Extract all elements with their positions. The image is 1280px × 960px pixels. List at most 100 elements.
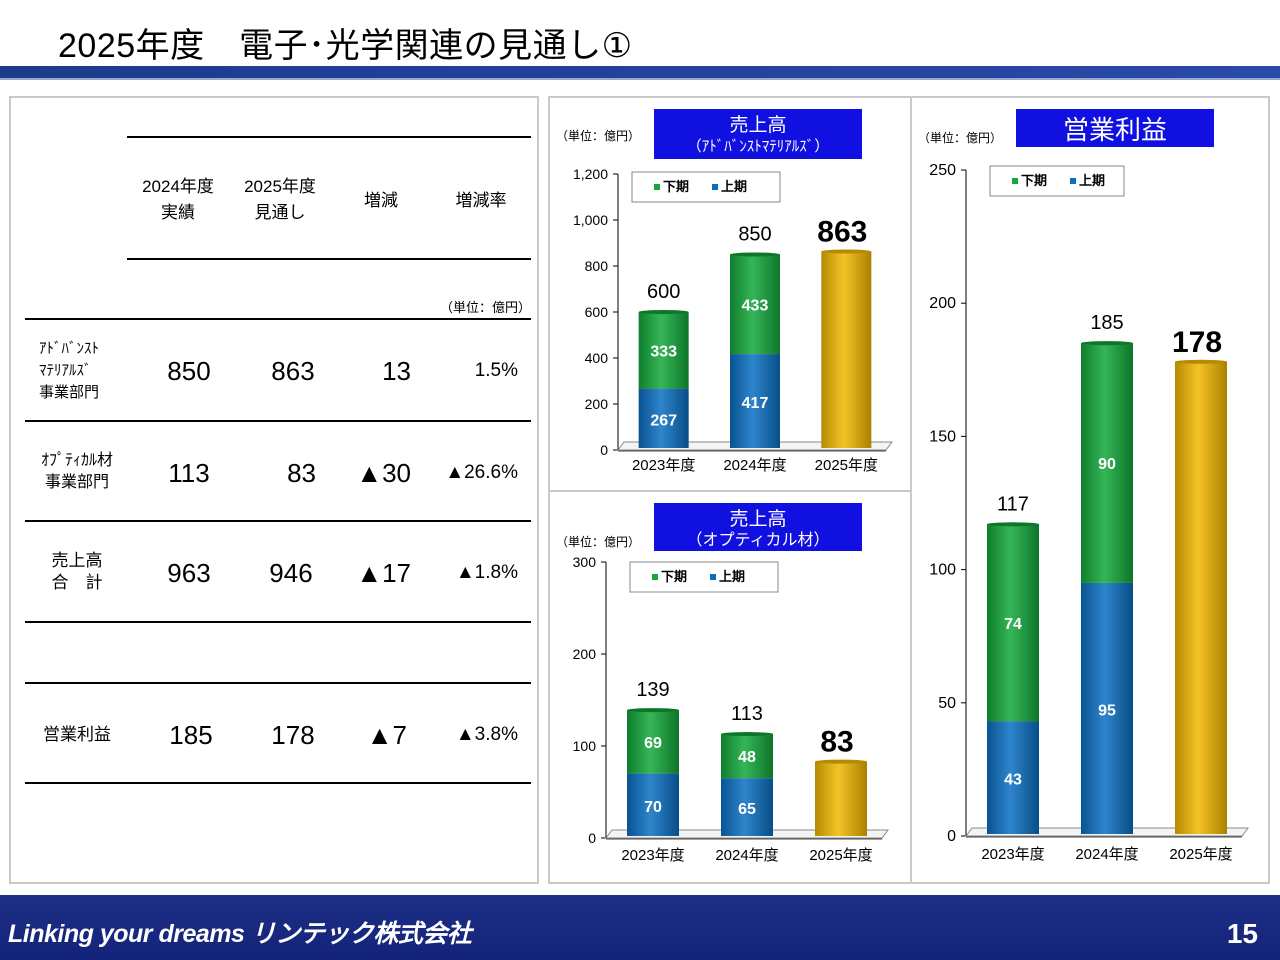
chart-optical-sales: 売上高（オプティカル材） （単位：億円） 0 100 200 300 下期 上期 2023年度 7…: [556, 503, 889, 864]
legend-swatch-lower: [710, 574, 716, 580]
y-tick-label: 0: [600, 442, 608, 458]
data-label-upper: 433: [742, 297, 769, 314]
x-tick-label: 2024年度: [715, 847, 778, 864]
data-label-lower: 43: [1004, 772, 1022, 789]
data-label-total: 117: [997, 493, 1029, 515]
row-op-income-diff: ▲7: [366, 720, 407, 750]
y-tick-label: 300: [573, 554, 597, 570]
y-tick-label: 250: [929, 162, 956, 179]
x-tick-label: 2024年度: [723, 457, 786, 474]
bar-top-cap: [1081, 341, 1133, 346]
title-bar-underline: [0, 78, 1280, 80]
y-tick-label: 1,200: [573, 166, 608, 182]
bar-lower: [987, 721, 1039, 834]
data-label-lower: 65: [738, 801, 756, 818]
bar-top-cap: [638, 310, 689, 314]
y-tick-label: 0: [947, 828, 956, 845]
legend-label-upper: 下期: [661, 569, 687, 584]
x-tick-label: 2023年度: [632, 457, 695, 474]
summary-table: 2024年度 実績 2025年度 見通し 増減 増減率 （単位：億円） ｱﾄﾞﾊ…: [11, 98, 537, 882]
data-label-upper: 74: [1004, 616, 1022, 633]
page-number: 15: [1226, 918, 1258, 949]
row-optical-2024: 113: [168, 458, 210, 488]
legend-swatch-upper: [652, 574, 658, 580]
col-header-2025-line2: 見通し: [254, 203, 306, 222]
chart-title-box: [1016, 109, 1214, 147]
chart-operating-income: 営業利益 （単位：億円） 0 50 100 150 200 250 下期 上期 2023年度 43 74…: [918, 109, 1249, 863]
bar-upper: [638, 312, 689, 389]
row-optical-rate: ▲26.6%: [445, 462, 518, 483]
bar-upper: [730, 254, 780, 355]
y-tick-label: 200: [573, 646, 597, 662]
bar-top-cap: [1175, 359, 1227, 364]
col-header-2024: 2024年度 実績: [127, 174, 229, 226]
row-sales-total-rate: ▲1.8%: [455, 562, 518, 583]
y-tick-label: 100: [573, 738, 597, 754]
chart-title: 営業利益: [1063, 115, 1167, 145]
x-tick-label: 2024年度: [1075, 846, 1138, 863]
chart-subtitle: （オプティカル材）: [686, 531, 829, 549]
col-header-diff: 増減: [364, 191, 398, 210]
data-label-forecast: 863: [817, 216, 867, 249]
row-advanced-2024: 850: [167, 356, 211, 386]
row-rule-4: [25, 621, 531, 623]
y-tick-label: 400: [585, 350, 609, 366]
legend-swatch-lower: [1070, 178, 1076, 184]
row-op-income-2025: 178: [271, 720, 315, 750]
bar-upper: [627, 710, 679, 774]
footer-slogan: Linking your dreams リンテック株式会社: [8, 920, 472, 948]
row-label-optical: ｵﾌﾟﾃｨｶﾙ材 事業部門: [25, 450, 129, 494]
bar-lower: [721, 778, 773, 836]
col-header-rate: 増減率: [455, 191, 507, 210]
row-label-sales-total: 売上高 合 計: [25, 550, 129, 594]
table-header-rule: [127, 258, 531, 260]
chart-advanced-sales: 売上高 （ｱﾄﾞﾊﾞﾝｽﾄﾏﾃﾘｱﾙｽﾞ） （単位：億円） 0 200 400 600 800…: [556, 109, 893, 474]
table-top-rule: [127, 136, 531, 138]
data-label-lower: 267: [650, 412, 677, 429]
row-label-sales-total-line2: 合 計: [51, 573, 103, 592]
legend-swatch-upper: [654, 184, 660, 190]
legend-swatch-lower: [712, 184, 718, 190]
y-tick-label: 1,000: [573, 212, 608, 228]
data-label-forecast: 83: [820, 726, 853, 759]
row-advanced-2025: 863: [271, 356, 315, 386]
row-op-income-2024: 185: [169, 720, 213, 750]
chart-subtitle: （ｱﾄﾞﾊﾞﾝｽﾄﾏﾃﾘｱﾙｽﾞ）: [687, 138, 830, 155]
bar-lower: [627, 773, 679, 836]
data-label-lower: 417: [742, 395, 769, 412]
x-tick-label: 2025年度: [815, 457, 878, 474]
row-label-sales-total-line1: 売上高: [51, 551, 103, 570]
x-tick-label: 2023年度: [981, 846, 1044, 863]
x-tick-label: 2023年度: [621, 847, 684, 864]
row-label-optical-line1: ｵﾌﾟﾃｨｶﾙ材: [40, 452, 113, 469]
bar-top-cap: [730, 252, 780, 257]
row-label-optical-line2: 事業部門: [44, 474, 109, 491]
y-tick-label: 200: [585, 396, 609, 412]
bar-top-cap: [821, 249, 872, 254]
bar-lower: [1081, 582, 1133, 834]
data-label-upper: 69: [644, 735, 662, 752]
bar-top-cap: [721, 732, 773, 737]
bar-forecast: [821, 251, 872, 448]
chart-title-box: [654, 109, 862, 159]
legend-label-lower: 上期: [721, 179, 747, 194]
y-tick-label: 150: [929, 428, 956, 445]
row-op-income-rate: ▲3.8%: [455, 724, 518, 745]
bar-top-cap: [815, 759, 867, 764]
row-label-advanced-line1: ｱﾄﾞﾊﾞﾝｽﾄ: [39, 340, 100, 357]
bar-forecast: [815, 761, 867, 836]
chart-unit: （単位：億円）: [918, 130, 1002, 145]
row-label-advanced-line3: 事業部門: [39, 384, 100, 401]
title-bar: [0, 66, 1280, 78]
bar-forecast: [1175, 361, 1227, 834]
row-label-advanced: ｱﾄﾞﾊﾞﾝｽﾄ ﾏﾃﾘｱﾙｽﾞ 事業部門: [25, 338, 129, 404]
row-rule-3: [25, 520, 531, 522]
col-header-2025-line1: 2025年度: [244, 177, 316, 196]
row-sales-total-2024: 963: [167, 558, 211, 588]
bar-lower: [638, 388, 689, 448]
y-tick-label: 0: [588, 830, 596, 846]
y-tick-label: 800: [585, 258, 609, 274]
legend-swatch-upper: [1012, 178, 1018, 184]
data-label-forecast: 178: [1172, 326, 1222, 359]
col-header-2025: 2025年度 見通し: [229, 174, 331, 226]
